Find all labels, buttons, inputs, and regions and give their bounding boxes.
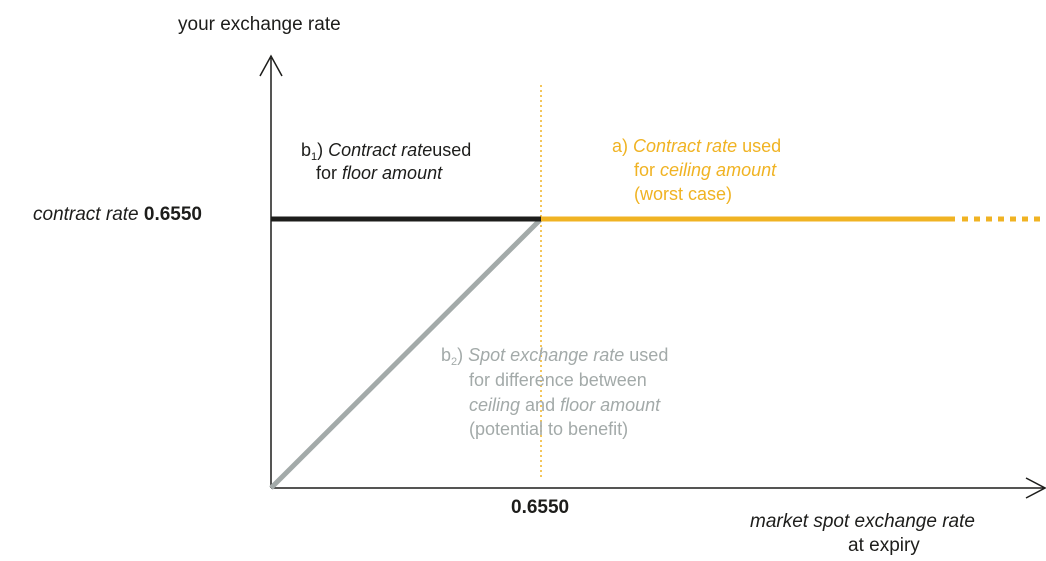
label-b1-line1: b1) Contract rateused xyxy=(301,139,471,164)
label-b2-ceiling: ceiling xyxy=(469,395,521,415)
label-a-term: Contract rate xyxy=(633,136,738,156)
spot-rate-line xyxy=(269,217,543,490)
label-a-note: (worst case) xyxy=(634,184,733,204)
label-b2-and: and xyxy=(525,395,556,415)
label-a-for: for xyxy=(634,160,656,180)
label-a-used: used xyxy=(742,136,782,156)
label-b2-line2: for difference between xyxy=(469,370,647,390)
x-axis-tick-label: 0.6550 xyxy=(511,497,570,518)
y-axis-arrowhead xyxy=(259,54,283,77)
label-a-amount: ceiling amount xyxy=(660,160,777,180)
label-b1-paren: ) xyxy=(317,140,324,160)
contract-rate-label: contract rate 0.6550 xyxy=(33,204,202,226)
label-b1-subscript: 1 xyxy=(311,151,318,163)
label-b2-note: (potential to benefit) xyxy=(469,419,629,439)
label-b1-term: Contract rate xyxy=(328,140,433,160)
label-b1-for: for xyxy=(316,163,338,183)
label-b2-line3: ceiling and floor amount xyxy=(469,394,660,416)
label-b2-paren: ) xyxy=(457,345,464,365)
contract-rate-value: 0.6550 xyxy=(143,204,203,225)
contract-rate-text: contract rate xyxy=(33,204,139,225)
label-b1-used: used xyxy=(432,140,472,160)
x-axis-label-line2: at expiry xyxy=(848,535,920,556)
label-b2-used: used xyxy=(629,345,669,365)
x-axis-label-line1: market spot exchange rate xyxy=(750,511,975,532)
label-b2-subscript: 2 xyxy=(451,356,458,368)
y-axis-label: your exchange rate xyxy=(178,14,341,35)
label-a-line1: a) Contract rate used xyxy=(612,135,781,157)
label-b1-prefix: b xyxy=(301,140,312,160)
x-axis-arrowhead xyxy=(1025,477,1046,499)
label-b2-line1: b2) Spot exchange rate used xyxy=(441,344,668,369)
label-b1-line2: for floor amount xyxy=(316,162,442,184)
label-a-line2: for ceiling amount xyxy=(634,159,776,181)
label-b1-amount: floor amount xyxy=(342,163,443,183)
label-b2-floor: floor amount xyxy=(560,395,661,415)
label-a-prefix: a) xyxy=(612,136,629,156)
label-b2-term: Spot exchange rate xyxy=(468,345,625,365)
label-b2-prefix: b xyxy=(441,345,452,365)
